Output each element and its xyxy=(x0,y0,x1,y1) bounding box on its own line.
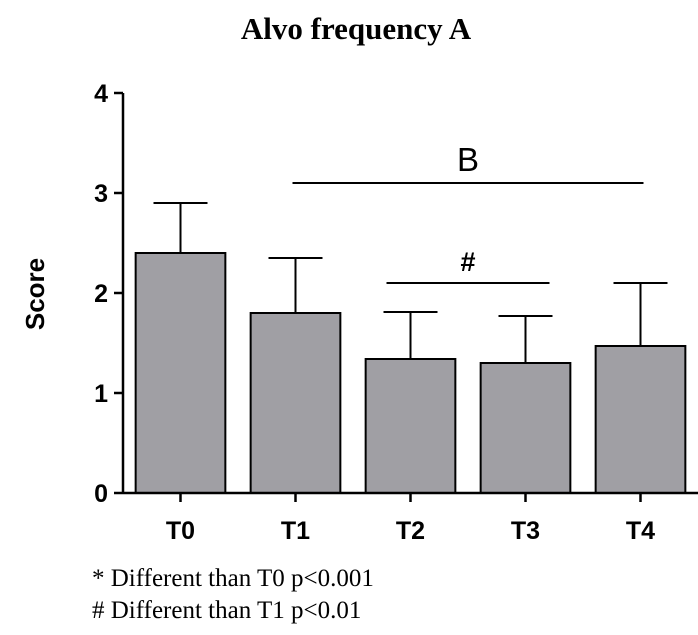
y-tick-label-2: 2 xyxy=(94,280,108,308)
x-tick-label-T4: T4 xyxy=(626,517,655,545)
error-bars-group xyxy=(153,202,668,363)
significance-label-2: # xyxy=(460,247,475,277)
y-tick-label-3: 3 xyxy=(94,180,108,208)
x-tick-label-T3: T3 xyxy=(511,517,540,545)
bar-T3 xyxy=(479,362,572,494)
footnote-2: # Different than T1 p<0.01 xyxy=(92,597,361,624)
annotations-group: B# xyxy=(292,141,644,284)
x-tick-label-T0: T0 xyxy=(166,517,195,545)
footnote-1: * Different than T0 p<0.001 xyxy=(92,565,374,592)
axes-group: 0 1 2 3 4 T0 T1 T2 T3 T4 xyxy=(94,80,698,545)
x-tick-label-T2: T2 xyxy=(396,517,425,545)
bar-T1 xyxy=(249,312,342,494)
y-axis-label: Score xyxy=(20,258,50,330)
x-tick-label-T1: T1 xyxy=(281,517,310,545)
y-tick-label-4: 4 xyxy=(94,80,108,108)
footnotes-group: * Different than T0 p<0.001 # Different t… xyxy=(92,565,374,624)
y-tick-label-1: 1 xyxy=(94,380,108,408)
bar-T0 xyxy=(134,252,227,494)
significance-label-1: B xyxy=(457,141,479,178)
y-tick-label-0: 0 xyxy=(94,480,108,508)
chart-title: Alvo frequency A xyxy=(241,11,472,46)
bar-T2 xyxy=(364,358,457,494)
bar-T4 xyxy=(594,345,687,494)
bars-group xyxy=(134,252,687,494)
